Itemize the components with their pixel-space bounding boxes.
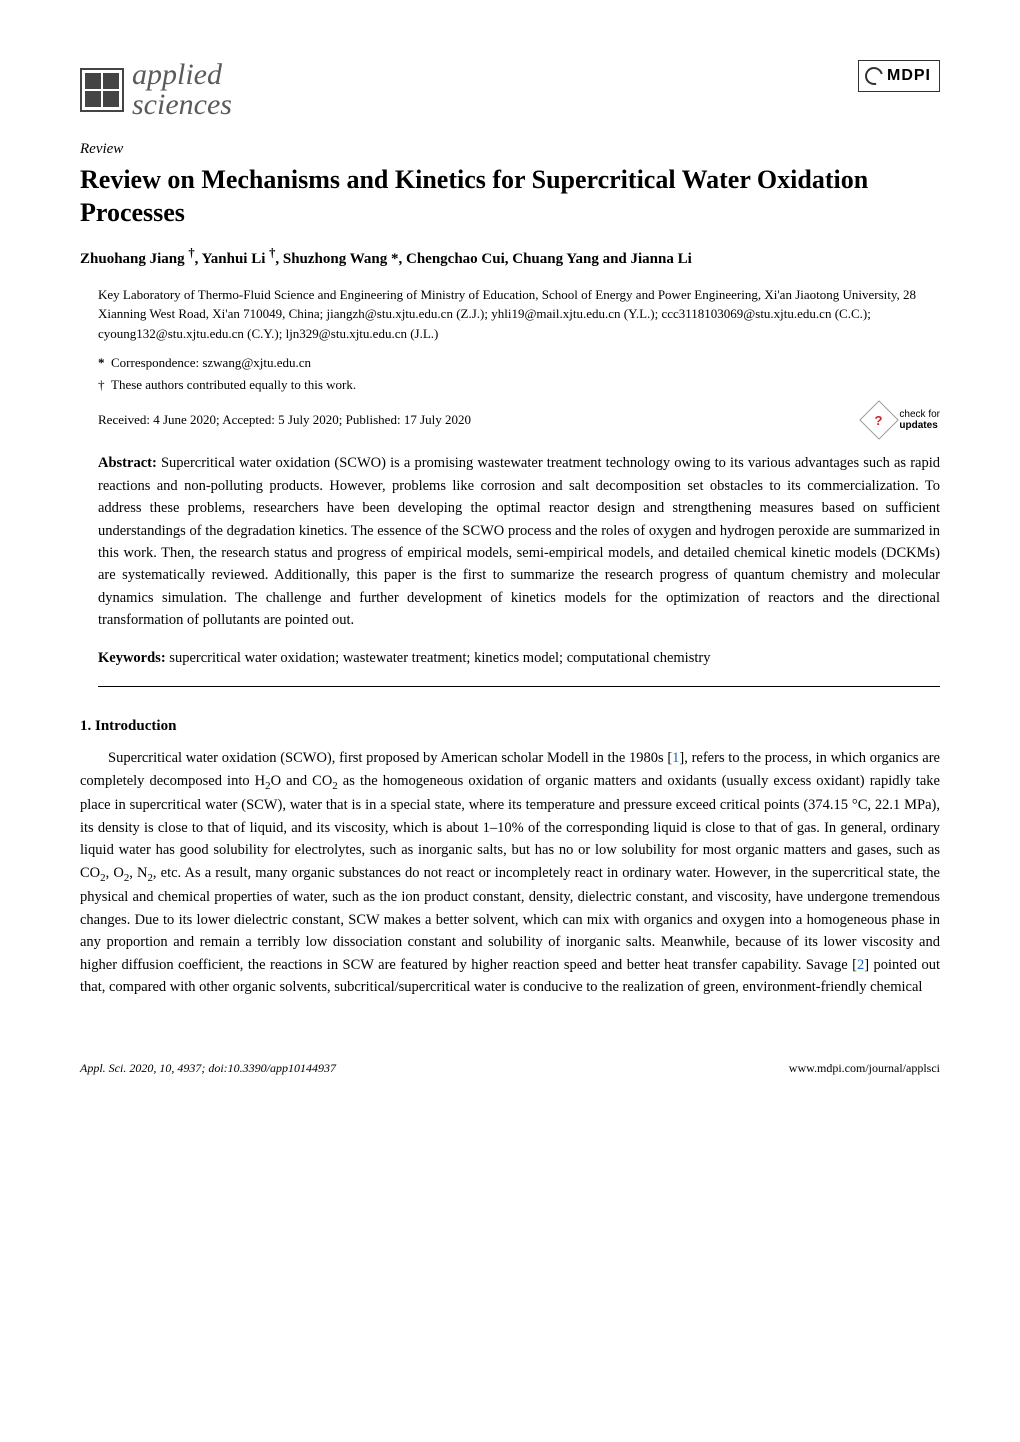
correspondence-marker: * bbox=[98, 355, 105, 370]
footer-url: www.mdpi.com/journal/applsci bbox=[789, 1059, 940, 1077]
check-updates-icon bbox=[860, 400, 900, 440]
correspondence-line: * Correspondence: szwang@xjtu.edu.cn bbox=[80, 353, 940, 373]
abstract-block: Abstract: Supercritical water oxidation … bbox=[80, 452, 940, 632]
check-for-label: check for bbox=[899, 409, 940, 420]
journal-name-line1: applied bbox=[132, 60, 232, 90]
footer-citation: Appl. Sci. 2020, 10, 4937; doi:10.3390/a… bbox=[80, 1059, 336, 1077]
abstract-label: Abstract: bbox=[98, 455, 157, 471]
equal-marker: † bbox=[98, 377, 105, 392]
keywords-label: Keywords: bbox=[98, 650, 166, 666]
section-divider bbox=[98, 686, 940, 687]
affiliation-block: Key Laboratory of Thermo-Fluid Science a… bbox=[80, 285, 940, 344]
received-accepted-published: Received: 4 June 2020; Accepted: 5 July … bbox=[98, 410, 471, 430]
ref-2[interactable]: 2 bbox=[857, 957, 864, 973]
equal-contribution-line: † These authors contributed equally to t… bbox=[80, 375, 940, 395]
keywords-text: supercritical water oxidation; wastewate… bbox=[169, 650, 710, 666]
equal-text: These authors contributed equally to thi… bbox=[111, 377, 356, 392]
abstract-text: Supercritical water oxidation (SCWO) is … bbox=[98, 455, 940, 628]
section-1-heading: 1. Introduction bbox=[80, 715, 940, 738]
article-type: Review bbox=[80, 138, 940, 161]
journal-name: applied sciences bbox=[132, 60, 232, 120]
check-updates-text: check for updates bbox=[899, 409, 940, 431]
updates-label: updates bbox=[899, 420, 940, 431]
article-title: Review on Mechanisms and Kinetics for Su… bbox=[80, 163, 940, 231]
journal-logo: applied sciences bbox=[80, 60, 232, 120]
journal-name-line2: sciences bbox=[132, 90, 232, 120]
mdpi-swirl-icon bbox=[862, 64, 887, 89]
publisher-name: MDPI bbox=[887, 64, 931, 88]
header-row: applied sciences MDPI bbox=[80, 60, 940, 120]
section-1-body: Supercritical water oxidation (SCWO), fi… bbox=[80, 747, 940, 999]
dates-row: Received: 4 June 2020; Accepted: 5 July … bbox=[80, 406, 940, 434]
check-for-updates-badge[interactable]: check for updates bbox=[865, 406, 940, 434]
journal-logo-icon bbox=[80, 68, 124, 112]
keywords-block: Keywords: supercritical water oxidation;… bbox=[80, 648, 940, 670]
correspondence-text: Correspondence: szwang@xjtu.edu.cn bbox=[111, 355, 311, 370]
ref-1[interactable]: 1 bbox=[672, 750, 679, 766]
publisher-logo: MDPI bbox=[858, 60, 940, 92]
authors-line: Zhuohang Jiang †, Yanhui Li †, Shuzhong … bbox=[80, 244, 940, 271]
page-footer: Appl. Sci. 2020, 10, 4937; doi:10.3390/a… bbox=[80, 1059, 940, 1077]
